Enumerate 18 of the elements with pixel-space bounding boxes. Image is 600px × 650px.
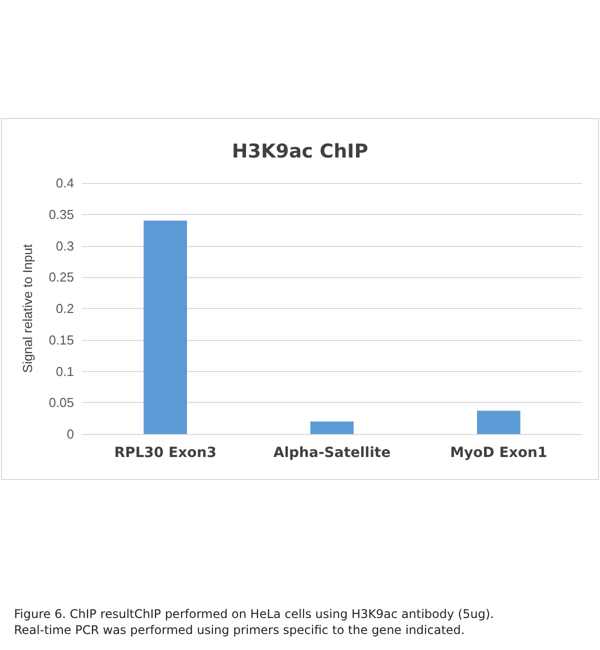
x-tick-label: Alpha-Satellite	[273, 445, 391, 461]
chart-title: H3K9ac ChIP	[232, 140, 368, 162]
x-tick-label: MyoD Exon1	[450, 445, 548, 461]
y-tick-label: 0.4	[56, 176, 74, 190]
y-axis-title: Signal relative to Input	[20, 244, 35, 373]
y-tick-label: 0.25	[48, 270, 74, 285]
caption: Figure 6. ChIP resultChIP performed on HeLa cells using H3K9ac antibody (5ug). Real-time PCR was performed using primers specific to the gene indicated.	[14, 606, 495, 638]
bar	[310, 421, 354, 434]
y-tick-label: 0	[66, 426, 74, 442]
y-tick-label: 0.15	[48, 332, 74, 348]
y-tick-label: 0.3	[56, 238, 74, 254]
y-tick-label: 0.2	[56, 301, 74, 316]
y-tick-label: 0.1	[56, 364, 74, 379]
bar	[477, 410, 520, 434]
x-tick-label: RPL30 Exon3	[114, 445, 216, 461]
y-tick-label: 0.05	[48, 395, 74, 410]
y-tick-label: 0.35	[48, 206, 74, 222]
bar	[144, 220, 187, 434]
